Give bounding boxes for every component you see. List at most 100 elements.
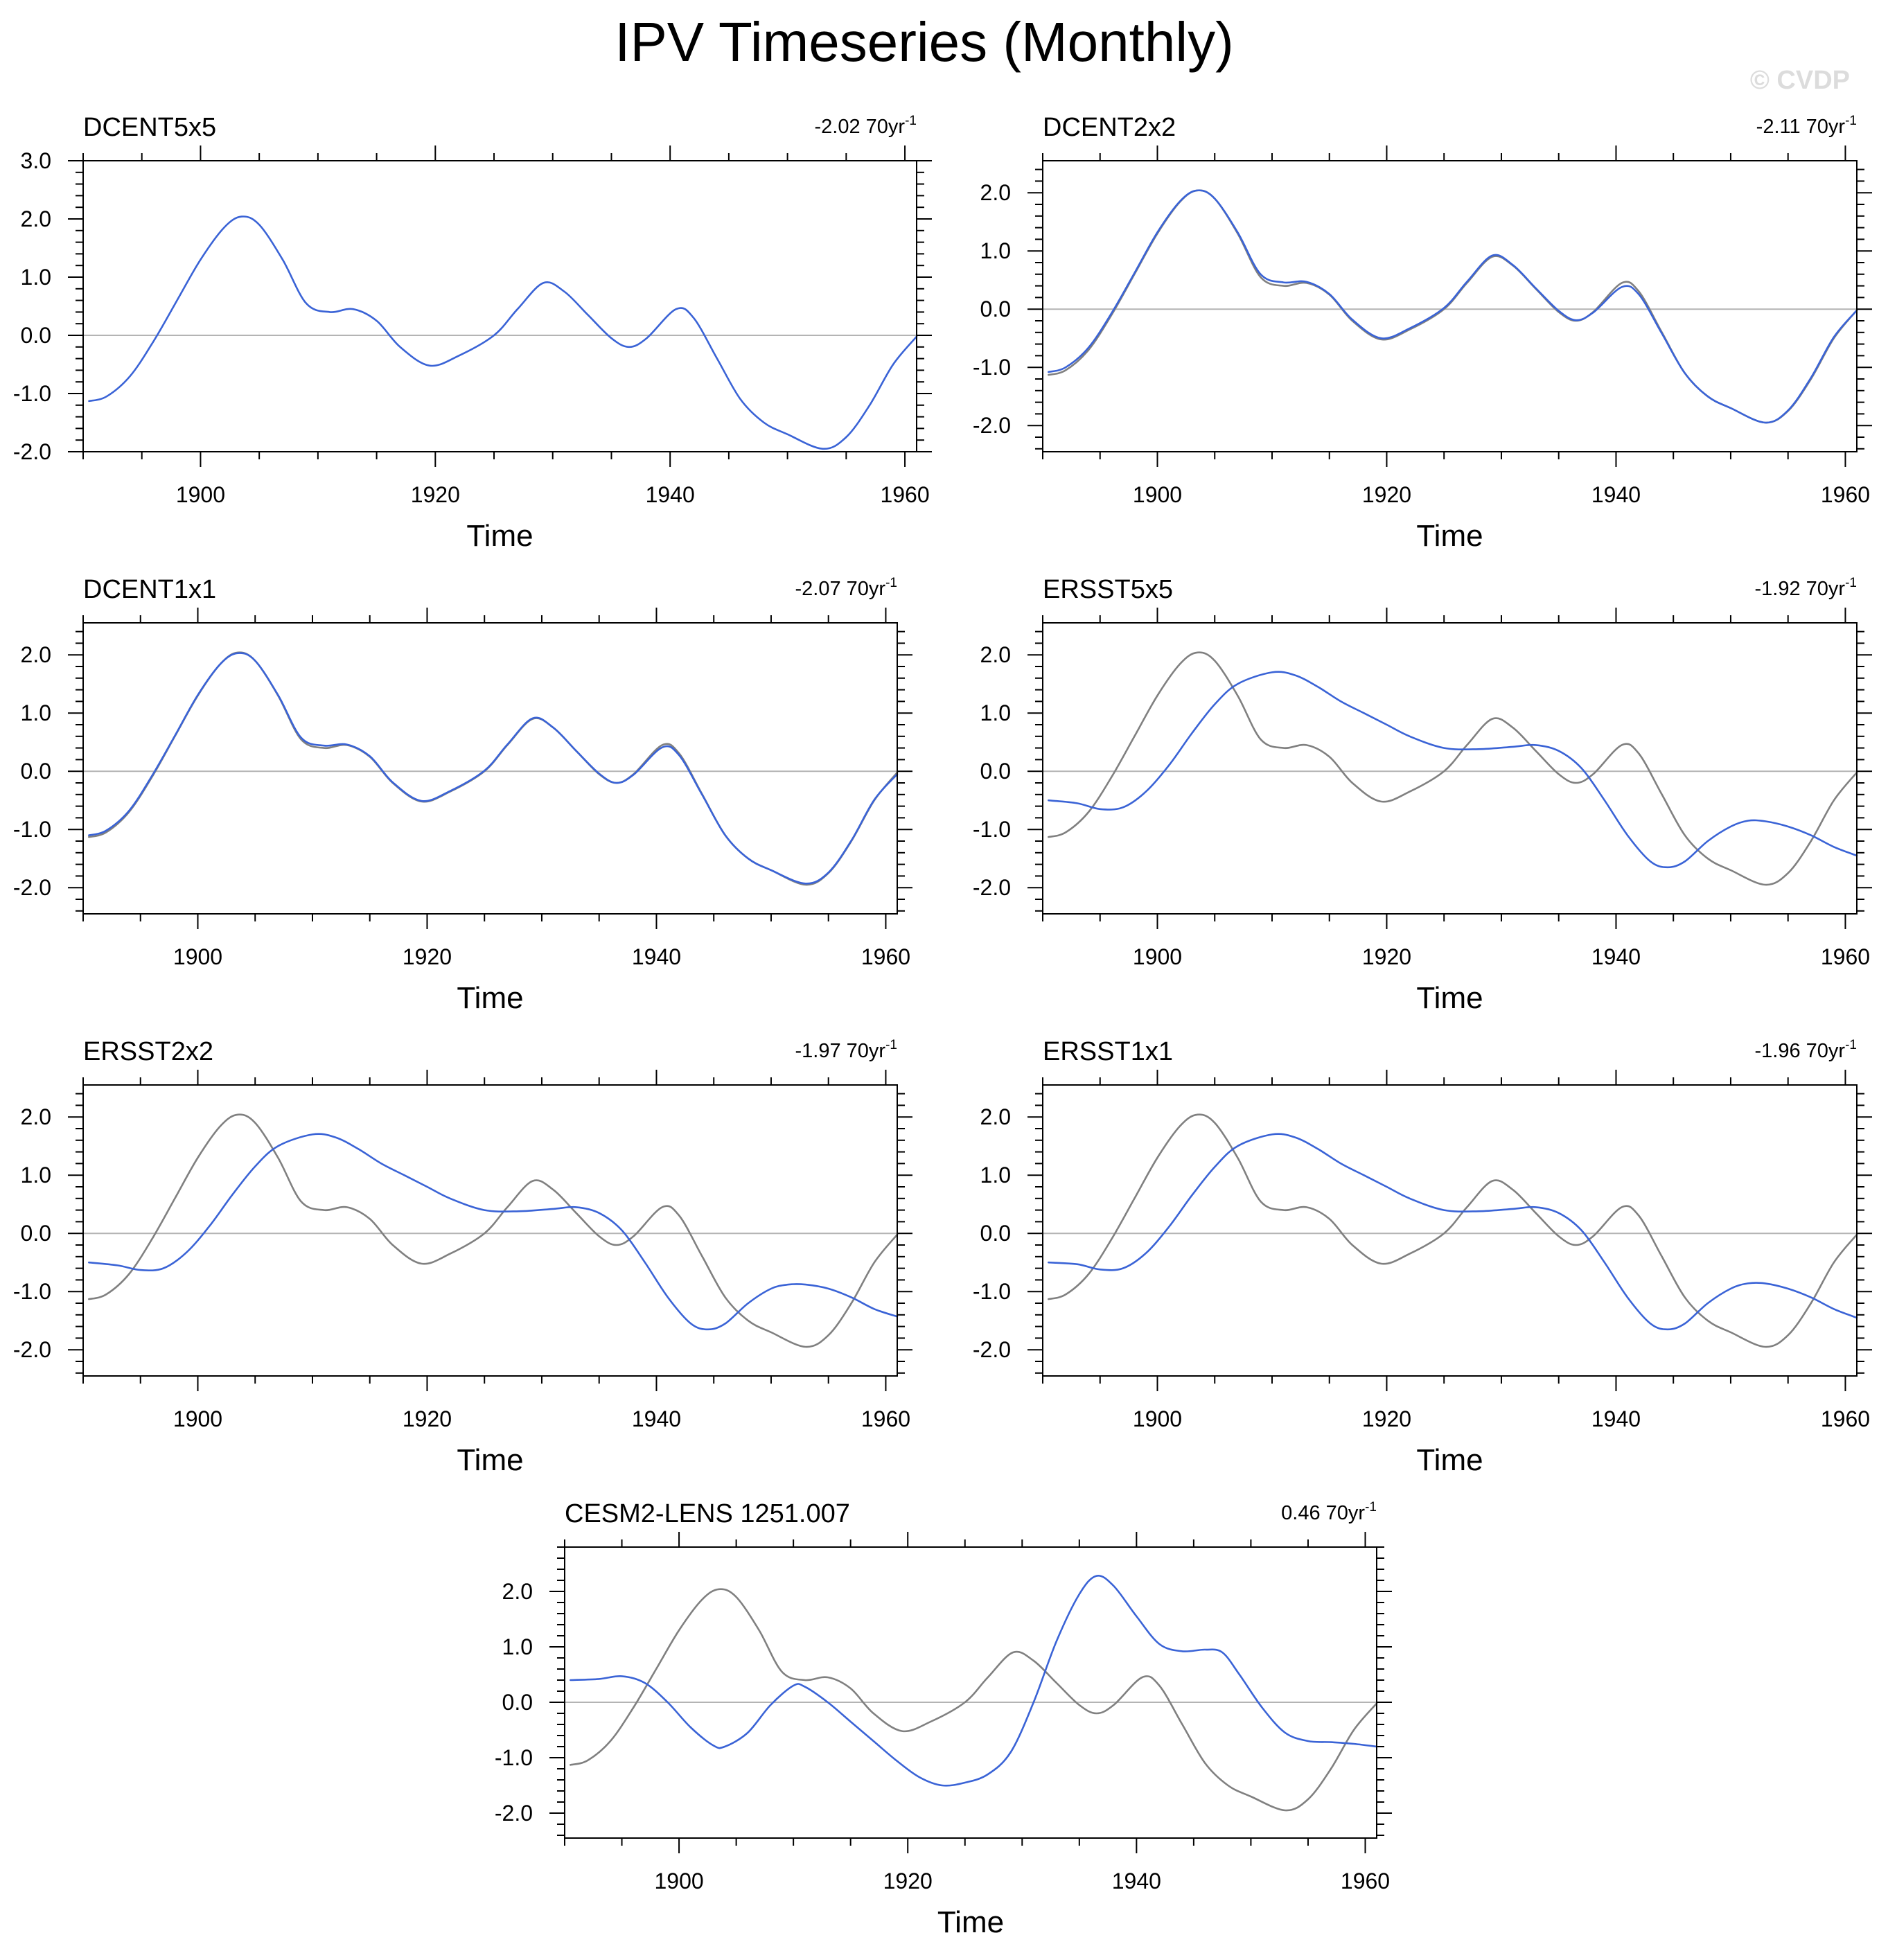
trend-value: -2.11 70yr [1756, 116, 1846, 138]
trend-label: -2.11 70yr-1 [1756, 114, 1857, 138]
y-tick-label: -2.0 [495, 1801, 533, 1826]
y-tick-label: -1.0 [13, 1279, 51, 1304]
x-tick-label: 1940 [1591, 1406, 1641, 1431]
y-tick-label: 1.0 [21, 700, 51, 725]
series-line [1048, 1133, 1858, 1331]
trend-label: -1.97 70yr-1 [795, 1038, 897, 1062]
y-tick-label: 2.0 [21, 206, 51, 231]
y-tick-label: 1.0 [21, 265, 51, 290]
trend-label: -1.96 70yr-1 [1755, 1038, 1857, 1062]
x-tick-label: 1920 [1362, 482, 1411, 507]
y-tick-label: -1.0 [13, 381, 51, 406]
trend-exponent: -1 [905, 114, 917, 128]
x-axis-label: Time [1416, 519, 1483, 553]
y-tick-label: -2.0 [13, 1337, 51, 1362]
series-line [88, 652, 899, 885]
y-tick-label: 0.0 [980, 1221, 1011, 1246]
series-line [88, 1133, 899, 1331]
series-line [88, 651, 899, 886]
series-line [1048, 189, 1858, 424]
series-line [570, 1588, 1378, 1812]
x-tick-label: 1920 [883, 1869, 933, 1893]
cvdp-watermark: © CVDP [1750, 66, 1850, 95]
x-axis-label: Time [457, 1443, 523, 1477]
x-axis-label: Time [466, 519, 533, 553]
trend-exponent: -1 [1365, 1500, 1377, 1515]
x-tick-label: 1920 [403, 944, 452, 969]
y-tick-label: 0.0 [980, 297, 1011, 321]
panel-title: DCENT5x5 [83, 113, 216, 142]
x-axis-label: Time [1416, 1443, 1483, 1477]
panel-title: DCENT1x1 [83, 575, 216, 604]
y-tick-label: 0.0 [21, 323, 51, 348]
x-axis-label: Time [457, 981, 523, 1015]
panel: ERSST5x5 -1.92 70yr-1 -2.0 -1.0 0.0 1.0 2.0 190… [973, 575, 1872, 1015]
y-tick-label: 2.0 [21, 1104, 51, 1129]
x-tick-label: 1900 [173, 1406, 222, 1431]
series-line [570, 1574, 1378, 1787]
panel: DCENT1x1 -2.07 70yr-1 -2.0 -1.0 0.0 1.0 2.0 190… [13, 575, 912, 1015]
x-tick-label: 1940 [646, 482, 695, 507]
y-tick-label: 1.0 [980, 238, 1011, 263]
x-tick-label: 1940 [1591, 944, 1641, 969]
y-tick-label: -1.0 [973, 817, 1011, 842]
y-tick-label: 2.0 [980, 642, 1011, 667]
trend-label: 0.46 70yr-1 [1281, 1500, 1377, 1524]
panel-title: ERSST2x2 [83, 1037, 213, 1066]
x-tick-label: 1900 [1133, 1406, 1182, 1431]
y-tick-label: 2.0 [980, 180, 1011, 205]
y-tick-label: -1.0 [495, 1745, 533, 1770]
y-tick-label: 2.0 [502, 1579, 533, 1604]
y-tick-label: 1.0 [980, 700, 1011, 725]
y-tick-label: 0.0 [21, 759, 51, 784]
x-tick-label: 1920 [403, 1406, 452, 1431]
plot-frame [1042, 160, 1858, 452]
trend-value: -1.96 70yr [1755, 1040, 1846, 1062]
x-axis-label: Time [1416, 981, 1483, 1015]
x-tick-label: 1960 [1821, 944, 1870, 969]
y-tick-label: -2.0 [973, 875, 1011, 900]
trend-exponent: -1 [885, 576, 897, 590]
panel: DCENT2x2 -2.11 70yr-1 -2.0 -1.0 0.0 1.0 2.0 190… [973, 113, 1872, 553]
trend-exponent: -1 [1845, 114, 1857, 128]
y-tick-label: 3.0 [21, 148, 51, 173]
plot-frame [1042, 622, 1858, 915]
trend-value: 0.46 70yr [1281, 1502, 1365, 1524]
figure-title: IPV Timeseries (Monthly) [615, 11, 1234, 73]
x-tick-label: 1900 [654, 1869, 703, 1893]
panel: DCENT5x5 -2.02 70yr-1 -2.0 -1.0 0.0 1.0 2.0 3.0… [13, 113, 932, 553]
trend-value: -1.92 70yr [1755, 578, 1846, 600]
panel: ERSST1x1 -1.96 70yr-1 -2.0 -1.0 0.0 1.0 2.0 190… [973, 1037, 1872, 1477]
y-tick-label: -2.0 [13, 875, 51, 900]
plot-frame [82, 160, 917, 452]
x-tick-label: 1960 [1821, 1406, 1870, 1431]
x-tick-label: 1960 [1341, 1869, 1390, 1893]
panel: ERSST2x2 -1.97 70yr-1 -2.0 -1.0 0.0 1.0 2.0 190… [13, 1037, 912, 1477]
y-tick-label: -2.0 [973, 413, 1011, 438]
y-tick-label: 0.0 [980, 759, 1011, 784]
panels: DCENT5x5 -2.02 70yr-1-2.0-1.00.01.02.03.0… [13, 113, 1872, 1939]
panel-title: DCENT2x2 [1043, 113, 1176, 142]
series-line [1048, 1113, 1858, 1348]
x-tick-label: 1940 [632, 944, 681, 969]
y-tick-label: -2.0 [973, 1337, 1011, 1362]
series-line [1048, 189, 1858, 424]
y-tick-label: 2.0 [21, 642, 51, 667]
y-tick-label: 0.0 [502, 1690, 533, 1715]
y-tick-label: -2.0 [13, 439, 51, 464]
x-tick-label: 1920 [411, 482, 460, 507]
series-line [88, 215, 918, 450]
trend-value: -2.02 70yr [815, 116, 906, 138]
plot-frame [82, 622, 898, 915]
series-line [88, 1113, 899, 1348]
y-tick-label: 1.0 [980, 1163, 1011, 1188]
x-tick-label: 1960 [880, 482, 929, 507]
y-tick-label: -1.0 [973, 1279, 1011, 1304]
x-tick-label: 1940 [1112, 1869, 1161, 1893]
trend-label: -1.92 70yr-1 [1755, 576, 1857, 600]
x-axis-label: Time [937, 1905, 1004, 1939]
y-tick-label: 1.0 [21, 1163, 51, 1188]
trend-exponent: -1 [885, 1038, 897, 1052]
x-tick-label: 1960 [861, 944, 910, 969]
series-line [1048, 651, 1858, 886]
